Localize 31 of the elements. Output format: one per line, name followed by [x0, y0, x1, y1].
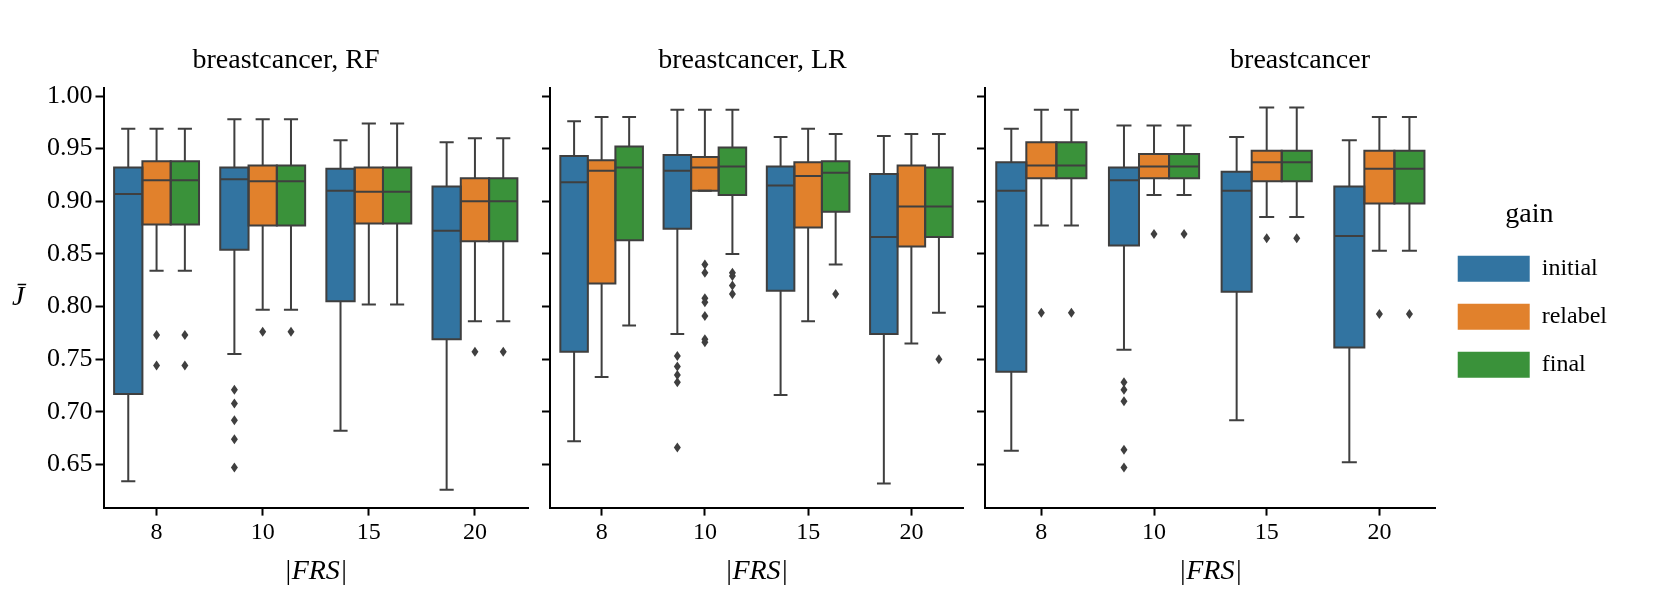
chart-title: breastcancer, LR: [658, 43, 848, 75]
y-tick-label: 0.90: [47, 185, 93, 215]
x-tick-label: 15: [356, 518, 381, 545]
x-axis-title: |FRS|: [724, 553, 789, 585]
x-tick-label: 20: [1367, 518, 1392, 545]
y-axis-title: J̄: [12, 279, 27, 311]
legend-label: initial: [1541, 254, 1604, 281]
x-axis-title: |FRS|: [1178, 553, 1243, 585]
x-tick-label: 15: [1254, 518, 1279, 545]
y-tick-label: 0.75: [47, 343, 93, 373]
y-tick-label: 0.80: [47, 290, 93, 320]
y-tick-label: 0.95: [47, 132, 93, 162]
x-tick-label: 10: [250, 518, 275, 545]
y-tick-label: 0.85: [47, 237, 93, 267]
x-tick-label: 8: [595, 518, 608, 545]
legend-title: gain: [1505, 196, 1554, 228]
x-tick-label: 20: [462, 518, 487, 545]
x-axis-title: |FRS|: [283, 553, 348, 585]
x-tick-label: 15: [796, 518, 821, 545]
y-tick-label: 0.70: [47, 395, 93, 425]
x-tick-label: 10: [1142, 518, 1167, 545]
chart-title: breastcancer: [1230, 43, 1371, 75]
x-tick-label: 20: [899, 518, 924, 545]
legend-label: final: [1541, 350, 1592, 377]
chart-title: breastcancer, RF: [192, 43, 380, 75]
y-tick-label: 1.00: [47, 79, 93, 109]
y-tick-label: 0.65: [47, 448, 93, 478]
x-tick-label: 8: [150, 518, 163, 545]
x-tick-label: 10: [692, 518, 717, 545]
x-tick-label: 8: [1035, 518, 1048, 545]
legend-label: relabel: [1541, 302, 1614, 329]
